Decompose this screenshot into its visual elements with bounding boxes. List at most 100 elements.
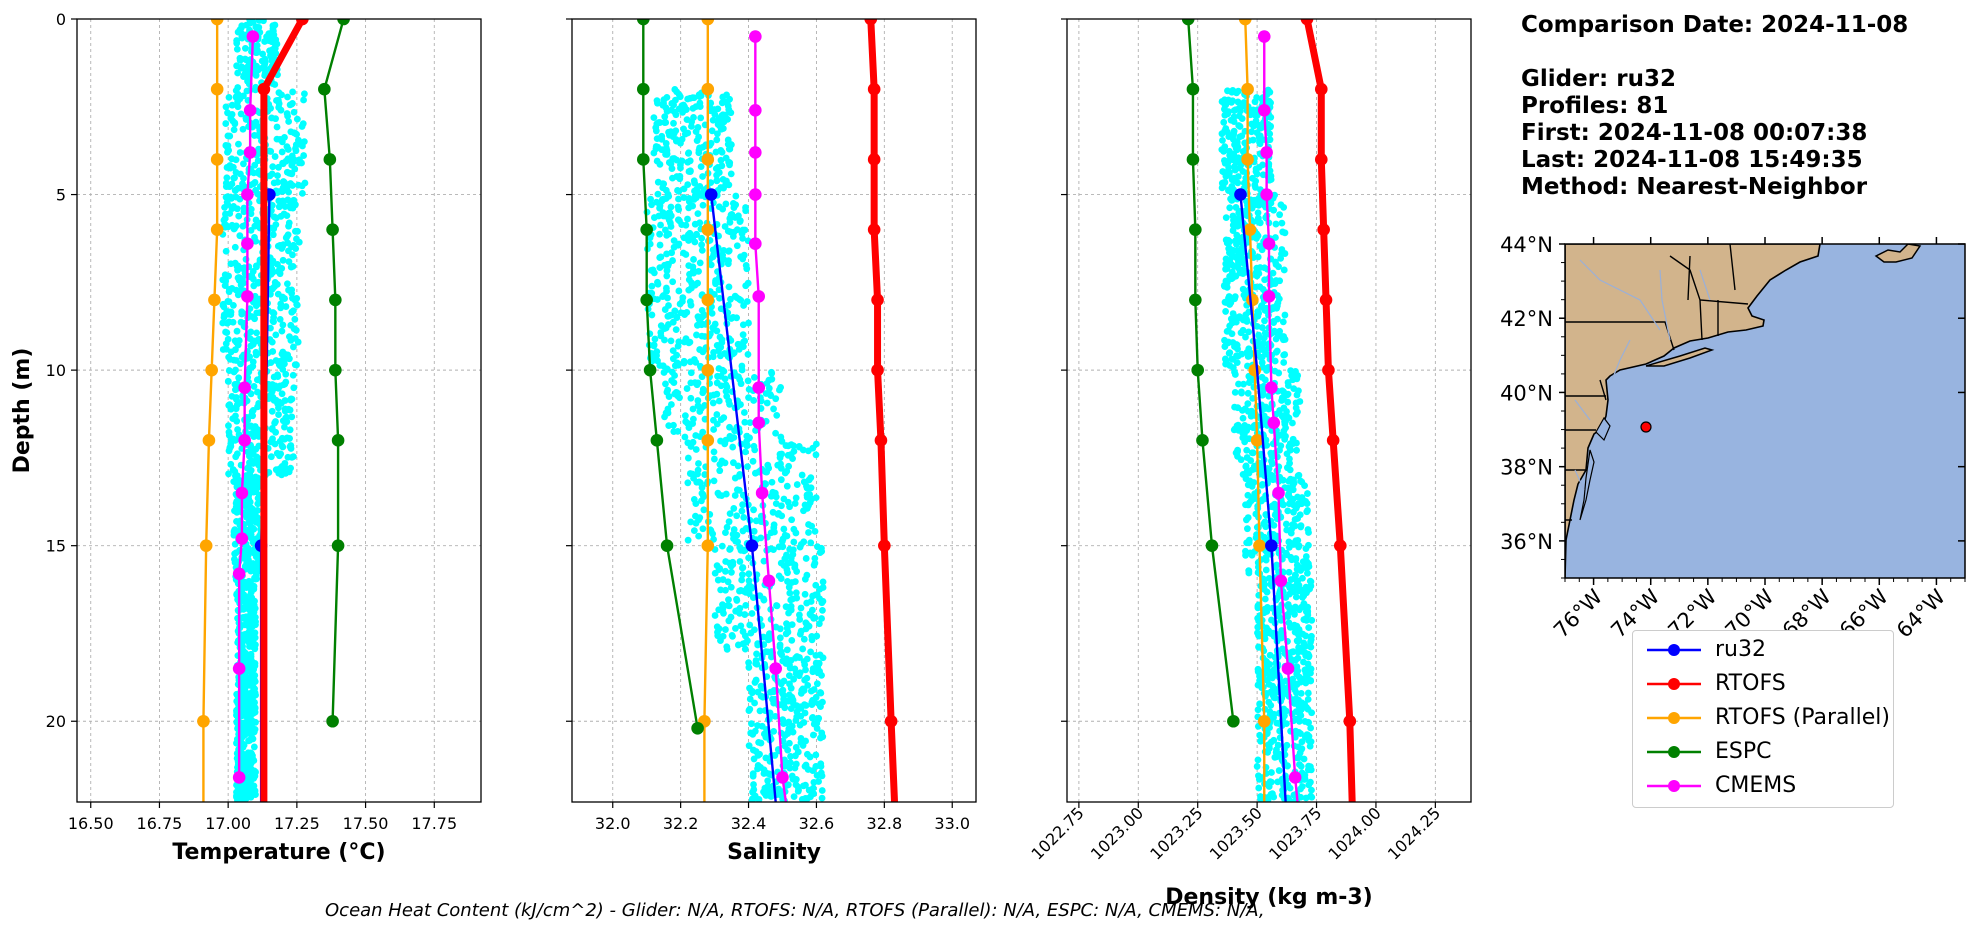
- glider-scatter-point: [784, 746, 792, 754]
- glider-scatter-point: [1304, 586, 1312, 594]
- glider-scatter-point: [1288, 525, 1295, 533]
- glider-scatter-point: [242, 649, 249, 657]
- glider-scatter-point: [818, 787, 826, 794]
- glider-scatter-point: [1301, 718, 1309, 725]
- glider-scatter-point: [792, 494, 800, 502]
- x-tick-label: 32.4: [731, 814, 767, 833]
- glider-scatter-point: [1242, 311, 1250, 319]
- glider-scatter-point: [796, 630, 804, 638]
- glider-scatter-point: [696, 182, 704, 190]
- series-point-espc: [1189, 223, 1202, 236]
- glider-scatter-point: [792, 529, 800, 537]
- glider-scatter-point: [225, 353, 233, 361]
- glider-scatter-point: [793, 594, 801, 602]
- glider-scatter-point: [1229, 310, 1237, 317]
- glider-scatter-point: [680, 309, 687, 317]
- series-point-rtofs: [1322, 363, 1335, 377]
- series-point-rtofs: [1314, 153, 1328, 166]
- glider-scatter-point: [669, 347, 677, 355]
- glider-scatter-point: [1234, 423, 1242, 431]
- glider-scatter-point: [239, 675, 247, 683]
- glider-scatter-point: [788, 516, 796, 524]
- glider-scatter-point: [234, 28, 242, 36]
- glider-scatter-point: [1304, 490, 1311, 497]
- glider-scatter-point: [1220, 168, 1228, 176]
- glider-scatter-point: [742, 261, 750, 269]
- glider-scatter-point: [245, 760, 253, 767]
- series-point-espc: [1227, 714, 1240, 728]
- glider-scatter-point: [687, 443, 695, 450]
- glider-scatter-point: [290, 325, 298, 333]
- glider-scatter-point: [740, 302, 748, 309]
- series-point-espc: [337, 19, 350, 26]
- glider-scatter-point: [772, 395, 780, 403]
- glider-scatter-point: [712, 280, 719, 288]
- glider-scatter-point: [770, 727, 778, 735]
- glider-scatter-point: [225, 422, 232, 430]
- glider-scatter-point: [1261, 317, 1268, 325]
- glider-scatter-point: [684, 95, 692, 103]
- glider-scatter-point: [663, 250, 671, 258]
- glider-scatter-point: [801, 661, 809, 669]
- glider-scatter-point: [685, 339, 693, 347]
- glider-scatter-point: [777, 464, 785, 472]
- glider-scatter-point: [1233, 359, 1241, 367]
- glider-scatter-point: [232, 412, 239, 420]
- glider-scatter-point: [808, 636, 816, 644]
- glider-scatter-point: [1280, 249, 1287, 257]
- glider-scatter-point: [281, 435, 288, 443]
- glider-scatter-point: [783, 646, 791, 654]
- glider-scatter-point: [654, 357, 661, 365]
- glider-scatter-point: [791, 500, 799, 507]
- glider-scatter-point: [741, 645, 749, 653]
- glider-scatter-point: [699, 525, 707, 533]
- glider-scatter-point: [663, 94, 671, 101]
- glider-scatter-point: [1307, 643, 1315, 651]
- glider-scatter-point: [268, 201, 276, 209]
- glider-scatter-point: [689, 470, 696, 478]
- glider-scatter-point: [654, 143, 662, 151]
- glider-scatter-point: [725, 602, 733, 610]
- glider-scatter-point: [668, 100, 676, 107]
- glider-scatter-point: [787, 596, 795, 604]
- glider-scatter-point: [254, 169, 262, 177]
- glider-scatter-point: [1283, 408, 1290, 415]
- glider-scatter-point: [765, 636, 772, 644]
- glider-scatter-point: [1257, 450, 1265, 458]
- glider-scatter-point: [1231, 141, 1238, 149]
- glider-scatter-point: [1304, 660, 1312, 668]
- glider-scatter-point: [232, 193, 240, 201]
- glider-scatter-point: [809, 592, 817, 600]
- legend-item-espc: ESPC: [1641, 737, 1891, 769]
- series-point-espc: [650, 434, 664, 447]
- glider-scatter-point: [222, 103, 230, 111]
- glider-scatter-point: [746, 684, 753, 692]
- glider-scatter-point: [237, 110, 245, 118]
- glider-scatter-point: [276, 362, 284, 370]
- glider-scatter-point: [288, 453, 296, 461]
- glider-scatter-point: [231, 507, 238, 515]
- glider-scatter-point: [817, 762, 825, 770]
- legend-item-ru32: ru32: [1641, 635, 1891, 667]
- glider-scatter-point: [1238, 115, 1246, 123]
- glider-scatter-point: [1245, 467, 1253, 475]
- glider-scatter-point: [768, 478, 776, 486]
- series-point-espc: [636, 82, 650, 96]
- glider-scatter-point: [785, 609, 792, 617]
- glider-scatter-point: [287, 263, 295, 271]
- glider-scatter-point: [669, 318, 677, 326]
- glider-scatter-point: [661, 113, 669, 121]
- glider-scatter-point: [1294, 472, 1302, 480]
- glider-scatter-point: [240, 160, 247, 168]
- series-point-rtofs-parallel: [1241, 82, 1254, 96]
- glider-scatter-point: [769, 695, 776, 703]
- glider-scatter-point: [796, 616, 804, 623]
- glider-scatter-point: [255, 455, 263, 463]
- glider-scatter-point: [733, 226, 741, 234]
- glider-scatter-point: [797, 704, 805, 712]
- glider-scatter-point: [684, 454, 692, 462]
- glider-scatter-point: [674, 203, 682, 211]
- map-rivers: [1574, 259, 1711, 491]
- series-point-rtofs-parallel: [701, 363, 715, 377]
- ocean-heat-content-note: Ocean Heat Content (kJ/cm^2) - Glider: N…: [325, 900, 1265, 921]
